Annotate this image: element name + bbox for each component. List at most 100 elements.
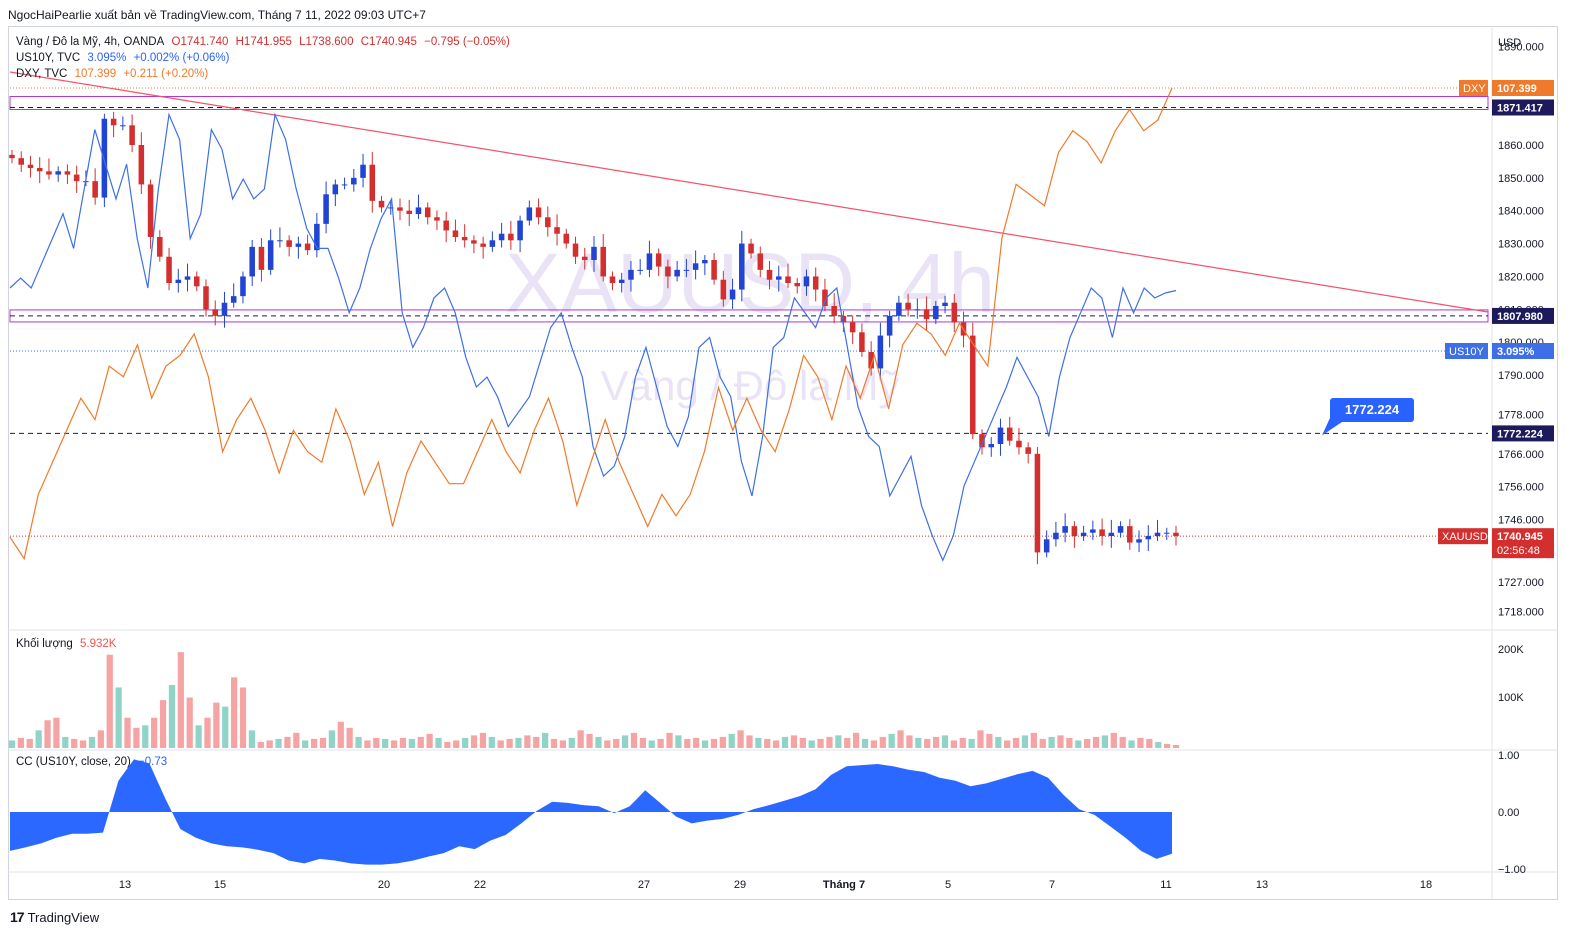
candle-body [665, 266, 671, 277]
price-tick-label: 1820.000 [1498, 271, 1544, 283]
volume-bar [808, 740, 815, 748]
candle-body [1080, 532, 1087, 536]
candle-body [896, 302, 902, 316]
volume-bar [284, 736, 291, 748]
footer-brand[interactable]: 17 TradingView [10, 909, 99, 925]
candle-body [923, 309, 930, 320]
candle-body [332, 184, 339, 195]
legend-us10y[interactable]: US10Y, TVC 3.095% +0.002% (+0.06%) [16, 52, 233, 64]
volume-bar [888, 733, 895, 748]
volume-bar [684, 738, 691, 748]
volume-bar [586, 733, 593, 748]
legend-dxy-value: 107.399 [74, 68, 117, 80]
candle-body [831, 306, 837, 316]
candle-body [545, 217, 551, 228]
volume-bar [97, 730, 104, 748]
volume-bar [88, 736, 96, 748]
candle-body [203, 286, 209, 310]
candle-body [351, 177, 357, 185]
volume-bar [675, 735, 682, 748]
volume-bar [986, 733, 993, 748]
candle-body [1117, 526, 1124, 533]
legend-main[interactable]: Vàng / Đô la Mỹ, 4h, OANDA O1741.740 H17… [16, 36, 514, 48]
candle-body [979, 434, 985, 448]
candle-body [1016, 440, 1022, 448]
volume-bar [44, 720, 51, 748]
candle-body [840, 315, 847, 323]
dxy-value-tag: 107.399 [1497, 83, 1537, 95]
volume-bar [390, 740, 398, 748]
candle-body [877, 335, 884, 369]
volume-bar [213, 702, 220, 748]
volume-bar [773, 740, 780, 748]
volume-bar [621, 735, 629, 748]
price-tick-label: 1778.000 [1498, 409, 1544, 421]
candle-body [942, 302, 948, 306]
candle-body [341, 184, 348, 186]
candle-body [489, 240, 496, 247]
cc-tick-label: 1.00 [1498, 750, 1519, 762]
candle-body [628, 269, 634, 280]
volume-bar [1030, 732, 1037, 748]
us10y-line [9, 112, 1177, 562]
candle-body [101, 118, 108, 198]
candle-body [812, 276, 819, 290]
volume-bar [577, 730, 584, 748]
candle-body [526, 207, 533, 221]
candle-body [1127, 526, 1133, 543]
volume-bar [453, 740, 460, 748]
candle-body [674, 269, 680, 277]
candle-body [637, 269, 643, 271]
legend-change: −0.795 (−0.05%) [424, 36, 510, 48]
volume-bar [817, 738, 824, 748]
candle-body [748, 243, 754, 254]
legend-dxy[interactable]: DXY, TVC 107.399 +0.211 (+0.20%) [16, 68, 212, 80]
volume-bar [26, 738, 33, 748]
volume-bar [417, 736, 424, 748]
time-tick-label: Tháng 7 [823, 879, 865, 891]
candle-body [471, 240, 477, 244]
volume-bar [657, 738, 664, 748]
resistance-zone [9, 95, 1489, 110]
volume-bar [8, 740, 16, 748]
volume-bar [613, 738, 620, 748]
level-mid-tag: 1807.980 [1497, 311, 1543, 323]
volume-bar [648, 740, 655, 748]
candle-body [1034, 453, 1041, 553]
legend-cc[interactable]: CC (US10Y, close, 20) −0.73 [16, 756, 171, 768]
candle-body [73, 174, 80, 182]
legend-volume[interactable]: Khối lượng 5.932K [16, 638, 120, 650]
volume-bar [159, 700, 167, 748]
candle-body [434, 217, 440, 221]
volume-bar [906, 735, 913, 748]
candle-body [517, 220, 523, 241]
trendline [9, 71, 1489, 313]
candle-body [1099, 529, 1105, 536]
candle-body [249, 246, 255, 277]
volume-bar [204, 717, 211, 748]
candle-body [535, 207, 542, 218]
price-tick-label: 1756.000 [1498, 482, 1544, 494]
candle-body [692, 263, 699, 270]
publisher-line: NgocHaiPearlie xuất bản về TradingView.c… [8, 8, 426, 22]
cc-area [10, 759, 1172, 865]
candle-body [600, 246, 607, 277]
volume-bar [639, 737, 646, 748]
volume-bar [968, 738, 975, 748]
volume-bar [1084, 738, 1091, 748]
us10y-value-tag: 3.095% [1497, 346, 1535, 358]
candle-body [240, 276, 246, 297]
price-tick-label: 1790.000 [1498, 370, 1544, 382]
volume-bar [444, 741, 451, 748]
candle-body [415, 207, 422, 214]
volume-bar [959, 737, 966, 748]
time-tick-label: 7 [1049, 879, 1055, 891]
candle-body [406, 210, 413, 214]
candle-body [933, 306, 939, 320]
candle-body [1006, 427, 1013, 441]
candle-body [221, 302, 228, 316]
volume-tick-label: 200K [1498, 644, 1524, 656]
candle-body [120, 125, 126, 127]
candle-body [591, 246, 597, 260]
